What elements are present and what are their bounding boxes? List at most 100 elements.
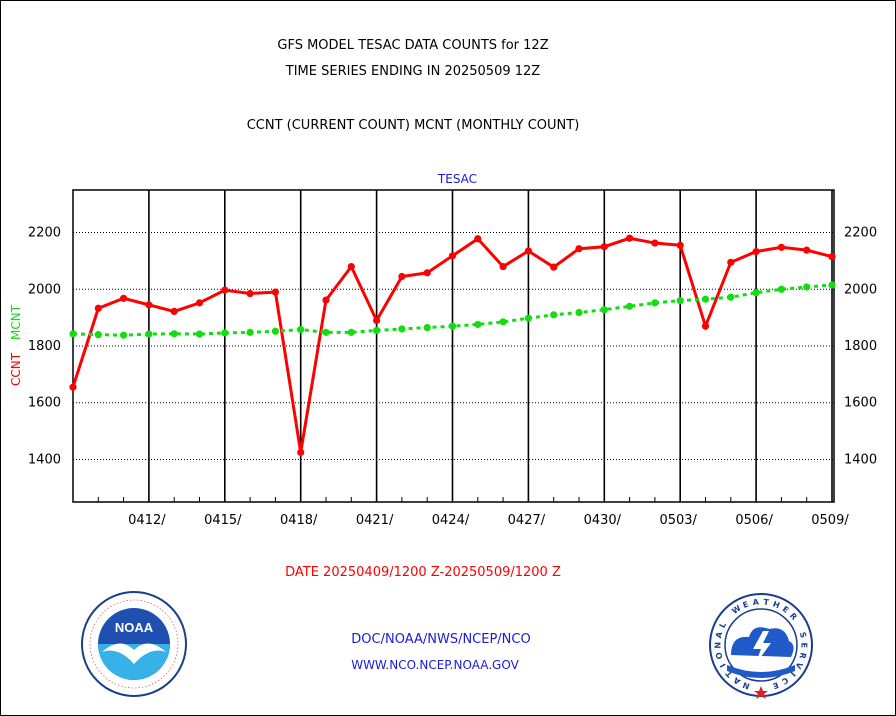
y-tick-label-left: 1800 bbox=[28, 339, 61, 354]
data-point-ccnt bbox=[600, 243, 608, 251]
data-point-mcnt bbox=[777, 285, 786, 293]
x-tick-label: 0412/ bbox=[128, 513, 166, 528]
nws-ring-letter: L bbox=[718, 621, 728, 630]
y-tick-label-right: 2000 bbox=[844, 282, 877, 297]
nws-ring-letter: E bbox=[772, 680, 780, 690]
data-point-mcnt bbox=[373, 326, 381, 334]
x-tick-label: 0415/ bbox=[204, 513, 242, 528]
data-point-ccnt bbox=[651, 239, 659, 247]
data-point-ccnt bbox=[575, 245, 583, 253]
data-point-ccnt bbox=[727, 258, 735, 266]
noaa-logo: NOAA bbox=[81, 591, 187, 697]
y-tick-label-left: 2000 bbox=[28, 282, 61, 297]
data-point-mcnt bbox=[499, 318, 507, 326]
data-point-ccnt bbox=[322, 296, 330, 304]
data-point-mcnt bbox=[94, 331, 102, 339]
plot-area bbox=[72, 189, 835, 503]
data-point-ccnt bbox=[69, 383, 77, 391]
x-tick-label: 0418/ bbox=[280, 513, 318, 528]
chart-title: GFS MODEL TESAC DATA COUNTS for 12Z bbox=[277, 38, 549, 53]
data-point-mcnt bbox=[423, 323, 431, 332]
data-point-mcnt bbox=[752, 289, 760, 297]
data-point-mcnt bbox=[600, 306, 608, 314]
data-point-ccnt bbox=[170, 307, 178, 315]
data-point-mcnt bbox=[271, 327, 279, 335]
data-point-ccnt bbox=[499, 262, 507, 271]
nws-ring-letter: N bbox=[713, 642, 722, 649]
data-point-mcnt bbox=[145, 330, 153, 338]
data-point-mcnt bbox=[626, 302, 634, 310]
data-point-ccnt bbox=[373, 316, 381, 325]
x-tick-label: 0503/ bbox=[659, 513, 697, 528]
data-point-ccnt bbox=[398, 272, 406, 281]
data-point-mcnt bbox=[727, 293, 735, 301]
series-caption: CCNT (CURRENT COUNT) MCNT (MONTHLY COUNT… bbox=[246, 118, 580, 133]
label-layer: 1400 1400 1600 1600 1800 1800 2000 2000 2200 2200… bbox=[9, 172, 877, 528]
data-point-ccnt bbox=[626, 234, 634, 242]
data-point-mcnt bbox=[120, 331, 128, 339]
nws-ring-letter: E bbox=[781, 604, 791, 615]
axis-layer bbox=[72, 189, 835, 503]
nws-ring-letter: H bbox=[772, 599, 781, 610]
nws-ring-letter: V bbox=[793, 660, 804, 670]
nws-ring-letter: I bbox=[789, 670, 798, 678]
nws-ring-letter: O bbox=[714, 651, 724, 660]
data-point-ccnt bbox=[120, 294, 128, 302]
data-point-ccnt bbox=[297, 448, 305, 456]
y-tick-label-left: 1400 bbox=[28, 452, 61, 467]
data-point-ccnt bbox=[195, 299, 204, 307]
nws-ring-letter: T bbox=[763, 598, 770, 608]
data-point-ccnt bbox=[221, 286, 229, 294]
x-tick-label: 0430/ bbox=[584, 513, 622, 528]
data-point-mcnt bbox=[803, 283, 811, 291]
data-point-mcnt bbox=[297, 325, 305, 334]
credit-line-2: WWW.NCO.NCEP.NOAA.GOV bbox=[351, 658, 519, 672]
nws-ring-letter: A bbox=[714, 630, 724, 639]
data-point-mcnt bbox=[170, 330, 178, 338]
data-point-ccnt bbox=[423, 269, 431, 277]
data-point-ccnt bbox=[145, 301, 153, 309]
y-axis-label-ccnt: CCNT bbox=[9, 352, 23, 386]
series-layer bbox=[69, 234, 836, 456]
data-point-mcnt bbox=[246, 328, 254, 336]
data-point-mcnt bbox=[676, 297, 684, 305]
data-point-mcnt bbox=[828, 281, 836, 289]
y-axis-label-mcnt: MCNT bbox=[9, 304, 23, 340]
y-tick-label-right: 2200 bbox=[844, 226, 877, 241]
nws-ring-letter: R bbox=[788, 611, 799, 622]
x-tick-label: 0424/ bbox=[432, 513, 470, 528]
data-point-mcnt bbox=[524, 314, 533, 322]
data-point-mcnt bbox=[651, 299, 659, 307]
data-point-mcnt bbox=[322, 328, 330, 336]
x-tick-label: 0427/ bbox=[508, 513, 546, 528]
x-tick-label: 0421/ bbox=[356, 513, 394, 528]
data-point-mcnt bbox=[221, 329, 229, 337]
data-point-ccnt bbox=[752, 247, 760, 256]
data-point-ccnt bbox=[271, 288, 279, 296]
data-point-ccnt bbox=[347, 262, 355, 271]
nws-ring-letter: T bbox=[724, 668, 735, 678]
y-tick-label-left: 1600 bbox=[28, 396, 61, 411]
x-tick-label: 0509/ bbox=[811, 513, 849, 528]
date-range-label: DATE 20250409/1200 Z-20250509/1200 Z bbox=[285, 565, 561, 580]
data-point-ccnt bbox=[803, 246, 811, 254]
data-point-ccnt bbox=[524, 247, 533, 255]
nws-ring-letter: E bbox=[742, 600, 750, 610]
data-point-ccnt bbox=[246, 289, 254, 298]
data-point-mcnt bbox=[398, 325, 406, 333]
y-tick-label-left: 2200 bbox=[28, 226, 61, 241]
nws-ring-letter: A bbox=[731, 675, 742, 686]
nws-ring-letter: E bbox=[799, 643, 808, 649]
grid-layer bbox=[73, 190, 834, 502]
data-point-ccnt bbox=[676, 241, 684, 249]
data-point-mcnt bbox=[195, 330, 204, 338]
data-point-ccnt bbox=[828, 253, 836, 261]
data-point-ccnt bbox=[550, 263, 558, 271]
x-tick-label: 0506/ bbox=[735, 513, 773, 528]
data-point-mcnt bbox=[347, 328, 355, 336]
y-tick-label-right: 1800 bbox=[844, 339, 877, 354]
data-point-mcnt bbox=[474, 320, 482, 329]
data-point-mcnt bbox=[575, 308, 583, 317]
